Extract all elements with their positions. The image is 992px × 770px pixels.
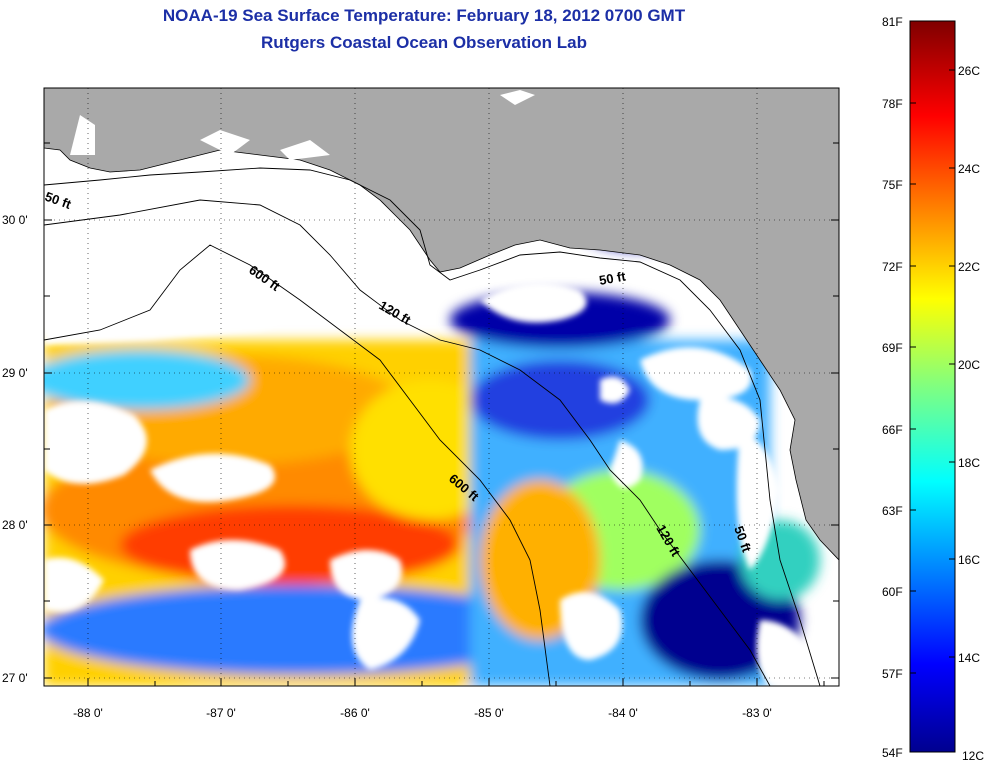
colorbar-label-c: 22C <box>958 260 981 274</box>
colorbar-label-f: 75F <box>882 178 903 192</box>
colorbar <box>909 20 956 753</box>
map-subtitle: Rutgers Coastal Ocean Observation Lab <box>261 33 587 52</box>
map-title: NOAA-19 Sea Surface Temperature: Februar… <box>162 6 686 25</box>
contour-label: 50 ft <box>598 268 628 288</box>
colorbar-label-c: 26C <box>958 64 981 78</box>
colorbar-label-f: 66F <box>882 423 903 437</box>
map-frame <box>43 87 840 687</box>
colorbar-label-f: 57F <box>882 667 903 681</box>
colorbar-label-c: 16C <box>958 553 981 567</box>
bay-water <box>70 90 535 160</box>
lon-label: -84 0' <box>608 706 638 720</box>
lon-label: -85 0' <box>474 706 504 720</box>
colorbar-label-c: 14C <box>958 651 981 665</box>
colorbar-label-c: 18C <box>958 456 981 470</box>
lon-label: -88 0' <box>73 706 103 720</box>
colorbar-label-f: 63F <box>882 504 903 518</box>
lat-label: 28 0' <box>2 518 28 532</box>
lon-label: -86 0' <box>340 706 370 720</box>
lat-label: 30 0' <box>2 213 28 227</box>
colorbar-label-c: 24C <box>958 162 981 176</box>
colorbar-label-f: 69F <box>882 341 903 355</box>
axis-ticks <box>44 142 839 686</box>
lat-label: 27 0' <box>2 671 28 685</box>
colorbar-label-f: 78F <box>882 97 903 111</box>
lon-label: -83 0' <box>742 706 772 720</box>
lat-label: 29 0' <box>2 366 28 380</box>
colorbar-ticks <box>910 69 955 674</box>
colorbar-label-c: 12C <box>962 749 985 763</box>
colorbar-label-f: 60F <box>882 585 903 599</box>
colorbar-label-f: 54F <box>882 746 903 760</box>
colorbar-label-c: 20C <box>958 358 981 372</box>
land-mass <box>44 88 839 561</box>
colorbar-label-f: 72F <box>882 260 903 274</box>
colorbar-label-f: 81F <box>882 15 903 29</box>
depth-contours <box>44 167 821 686</box>
lon-label: -87 0' <box>206 706 236 720</box>
